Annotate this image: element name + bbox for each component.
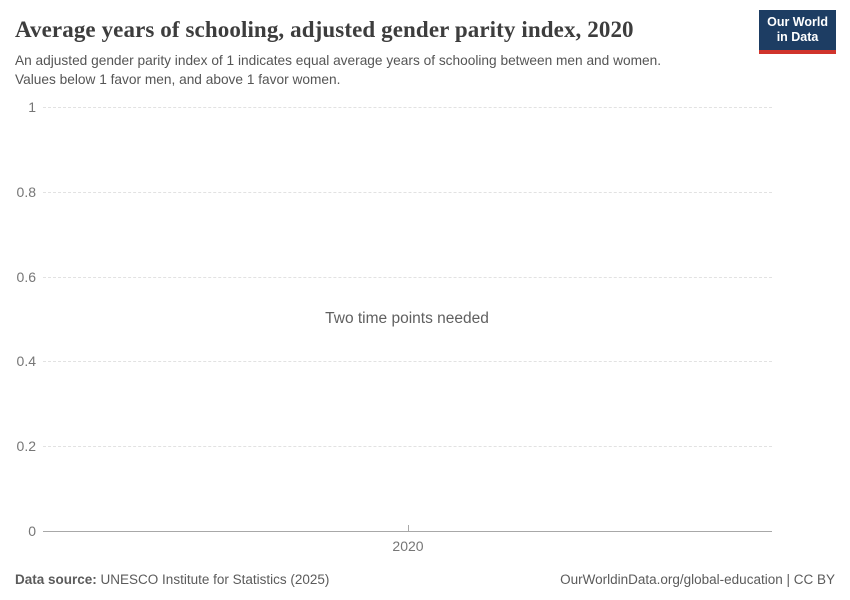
- owid-logo-line1: Our World: [767, 15, 828, 29]
- y-tick-label: 0: [28, 523, 36, 539]
- gridline: [43, 446, 772, 447]
- data-source-label: Data source:: [15, 572, 97, 587]
- empty-chart-message: Two time points needed: [325, 310, 489, 327]
- gridline: [43, 277, 772, 278]
- y-tick-label: 0.4: [16, 353, 36, 369]
- chart-header: Average years of schooling, adjusted gen…: [0, 0, 850, 90]
- gridline: [43, 192, 772, 193]
- owid-logo-line2: in Data: [776, 30, 819, 45]
- y-tick-label: 1: [28, 99, 36, 115]
- gridline: [43, 107, 772, 108]
- chart-title: Average years of schooling, adjusted gen…: [15, 17, 634, 42]
- owid-logo[interactable]: Our World in Data: [759, 10, 836, 54]
- chart-subtitle-line1: An adjusted gender parity index of 1 ind…: [15, 52, 662, 68]
- chart-footer: Data source: UNESCO Institute for Statis…: [15, 572, 835, 587]
- y-tick-label: 0.8: [16, 184, 36, 200]
- y-tick-label: 0.6: [16, 269, 36, 285]
- gridline: [43, 361, 772, 362]
- x-tick-label: 2020: [392, 538, 424, 554]
- chart-subtitle-line2: Values below 1 favor men, and above 1 fa…: [15, 72, 341, 88]
- chart-subtitle: An adjusted gender parity index of 1 ind…: [15, 51, 760, 90]
- y-tick-label: 0.2: [16, 438, 36, 454]
- x-tick-mark: [408, 525, 409, 531]
- data-source: Data source: UNESCO Institute for Statis…: [15, 572, 329, 587]
- x-axis-line: [43, 531, 772, 532]
- attribution-link[interactable]: OurWorldinData.org/global-education | CC…: [560, 572, 835, 587]
- data-source-text[interactable]: UNESCO Institute for Statistics (2025): [100, 572, 330, 587]
